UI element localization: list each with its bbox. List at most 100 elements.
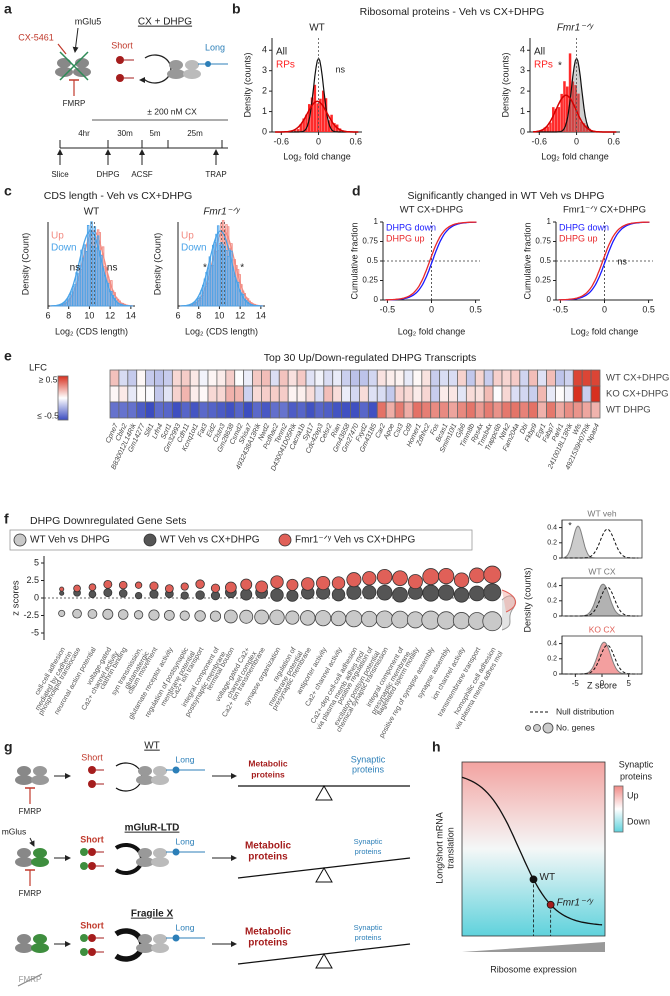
- ribosome: [167, 69, 185, 79]
- decor-bar: [540, 129, 544, 132]
- label: Metabolic: [245, 927, 292, 938]
- bubble: [362, 571, 377, 586]
- heat-cell: [243, 401, 253, 419]
- bubble: [469, 567, 485, 584]
- heat-cell: [581, 369, 592, 387]
- bubble: [438, 584, 455, 601]
- label: No. genes: [556, 722, 595, 732]
- bubble: [406, 611, 424, 629]
- heat-cell: [163, 369, 173, 387]
- y-tick-label: 0: [34, 592, 39, 602]
- label: proteins: [355, 847, 382, 856]
- y-tick-label: 0.75: [535, 237, 551, 246]
- label: ≥ 0.5: [39, 374, 58, 384]
- legend-box: [9, 529, 473, 551]
- bubble: [392, 586, 408, 603]
- heat-cell: [314, 385, 325, 403]
- decor-bar: [316, 103, 319, 132]
- bubble: [285, 610, 300, 625]
- heat-cell: [563, 385, 574, 403]
- heat-cell: [180, 401, 191, 419]
- bubble: [164, 584, 174, 593]
- bubble: [149, 589, 159, 599]
- heat-cell: [492, 385, 503, 403]
- heat-cell: [581, 401, 592, 419]
- label: 25m: [187, 129, 203, 138]
- y-tick-label: 0.4: [547, 582, 557, 589]
- ribosome: [17, 934, 31, 944]
- label: WT Veh vs CX+DHPG: [160, 535, 260, 546]
- heat-cell: [421, 369, 432, 387]
- decor-bar: [294, 130, 297, 132]
- label: ≤ -0.5: [37, 410, 59, 420]
- heat-cell: [287, 369, 298, 387]
- bubble: [195, 579, 205, 589]
- decor-bar: [582, 123, 586, 132]
- x-tick-label: 6: [175, 310, 180, 320]
- heat-cell: [234, 369, 245, 387]
- label: Up: [181, 231, 194, 242]
- label: Fmr1⁻ᐟʸ Veh vs CX+DHPG: [295, 535, 415, 546]
- heat-cell: [127, 385, 138, 403]
- x-tick-label: -0.6: [532, 136, 548, 146]
- label: Metabolic: [248, 758, 287, 768]
- heat-cell: [412, 385, 423, 403]
- y-tick-label: 0.75: [362, 237, 378, 246]
- heat-cell: [296, 369, 307, 387]
- fulcrum: [315, 784, 333, 801]
- heat-cell: [180, 369, 191, 387]
- label: mGlus: [2, 826, 27, 836]
- heat-cell: [287, 385, 298, 403]
- y-tick-label: 0.4: [547, 640, 557, 647]
- decor-bar: [549, 122, 552, 132]
- y-tick-label: 0.4: [547, 524, 557, 531]
- bubble: [452, 612, 471, 630]
- label: WT: [144, 741, 160, 752]
- label: proteins: [620, 771, 653, 781]
- bubble: [72, 608, 82, 619]
- circle: [88, 948, 96, 956]
- heat-cell: [225, 369, 236, 387]
- heat-cell: [287, 401, 298, 419]
- bubble: [254, 609, 269, 625]
- heat-cell: [269, 401, 280, 419]
- heat-cell: [154, 385, 164, 403]
- heat-cell: [127, 369, 138, 387]
- heat-cell: [341, 369, 351, 387]
- heat-cell: [332, 369, 343, 387]
- circle: [116, 56, 124, 64]
- label: translation: [445, 827, 455, 869]
- heat-cell: [376, 369, 387, 387]
- heat-cell: [385, 401, 396, 419]
- bubble: [58, 609, 66, 617]
- decor-bar: [296, 129, 300, 132]
- y-tick-label: 2: [520, 86, 525, 96]
- heat-cell: [474, 401, 485, 419]
- bubble: [437, 611, 456, 630]
- label: FMRP: [19, 889, 42, 898]
- bubble: [209, 610, 222, 622]
- heat-cell: [457, 385, 467, 403]
- heat-cell: [341, 401, 351, 419]
- x-tick-label: 0.6: [350, 136, 363, 146]
- x-tick-label: 6: [45, 310, 50, 320]
- heat-cell: [261, 369, 271, 387]
- heat-cell: [225, 401, 236, 419]
- shape: [144, 54, 172, 84]
- bubble: [103, 579, 113, 589]
- heat-cell: [412, 401, 423, 419]
- heat-cell: [439, 401, 449, 419]
- circle: [88, 766, 96, 774]
- bubble: [103, 588, 113, 598]
- legend-swatch: [13, 533, 27, 547]
- heat-cell: [359, 385, 369, 403]
- heat-cell: [118, 401, 129, 419]
- ribosome: [151, 857, 169, 867]
- x-tick-label: -0.5: [380, 304, 396, 314]
- gene-label: Dbi: [519, 422, 530, 435]
- label: CX-5461: [18, 32, 54, 42]
- decor-bar: [577, 93, 580, 132]
- circle: [205, 61, 211, 67]
- label: ns: [107, 263, 118, 274]
- y-tick-label: -5: [31, 627, 39, 637]
